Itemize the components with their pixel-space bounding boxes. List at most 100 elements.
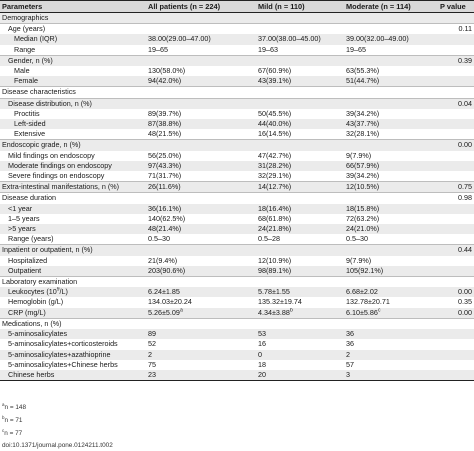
p-value-cell [438,224,474,235]
moderate-cell: 39(34.2%) [346,108,380,118]
parameter-cell: Moderate findings on endoscopy [0,160,146,172]
all-patients-cell: 52 [148,339,156,349]
all-patients-cell: 48(21.4%) [146,224,256,235]
p-value-cell: 0.39 [438,54,474,67]
table-row: Range (years) 0.5–30 0.5–28 0.5–30 [0,234,474,245]
mild-cell [256,139,344,151]
all-patients-cell [146,12,256,24]
table-row: <1 year 36(16.1%) 18(16.4%) 18(15.8%) [0,203,474,214]
parameter-cell: Male [14,66,30,76]
moderate-cell: 3 [344,369,438,382]
moderate-cell [344,54,438,67]
moderate-cell: 39(34.2%) [346,171,380,181]
p-value-cell [438,317,474,330]
moderate-cell: 43(37.7%) [344,119,438,130]
p-value-cell [438,66,474,76]
p-value-cell [438,160,474,172]
all-patients-cell: 56(25.0%) [148,150,182,160]
table-header-row: Parameters All patients (n = 224) Mild (… [0,0,474,13]
table-row: Leukocytes (109/L) 6.24±1.85 5.78±1.55 6.68… [0,287,474,298]
mild-cell: 18(16.4%) [256,203,344,214]
parameter-cell: Disease characteristics [0,86,146,99]
mild-cell: 14(12.7%) [256,181,344,193]
all-patients-cell: 140(62.5%) [148,213,186,223]
parameter-cell: >5 years [0,224,146,235]
mild-cell [256,54,344,67]
moderate-cell [344,317,438,330]
table-row: Endoscopic grade, n (%) 0.00 [0,139,474,151]
p-value-cell [438,329,474,340]
parameter-cell: Inpatient or outpatient, n (%) [0,244,146,256]
moderate-cell: 6.10±5.86c [344,307,438,319]
table-row: Gender, n (%) 0.39 [0,54,474,67]
all-patients-cell [146,192,256,204]
all-patients-cell: 71(31.7%) [148,171,182,181]
moderate-cell [344,192,438,204]
mild-cell [256,276,344,288]
mild-cell: 67(60.9%) [258,66,292,76]
mild-cell: 19–63 [258,44,278,54]
table-row: Demographics [0,12,474,24]
moderate-cell: 32(28.1%) [346,129,380,139]
p-value-cell [438,76,474,87]
mild-cell: 32(29.1%) [258,171,292,181]
all-patients-cell: 23 [146,369,256,382]
mild-cell: 47(42.7%) [258,150,292,160]
moderate-cell: 66(57.9%) [344,160,438,172]
header-all-patients: All patients (n = 224) [146,0,256,13]
p-value-cell: 0.00 [438,287,474,298]
all-patients-cell: 19–65 [148,44,168,54]
moderate-cell: 6.68±2.02 [344,287,438,298]
moderate-cell: 63(55.3%) [346,66,380,76]
p-value-cell [438,86,474,99]
parameter-cell: Leukocytes (109/L) [0,287,146,298]
table-row: Extensive 48(21.5%) 16(14.5%) 32(28.1%) [0,129,474,140]
parameter-cell: Mild findings on endoscopy [8,150,95,160]
all-patients-cell: 38.00(29.00–47.00) [146,34,256,45]
mild-cell: 37.00(38.00–45.00) [256,34,344,45]
parameter-cell: Hospitalized [8,255,48,265]
all-patients-cell: 203(90.6%) [146,265,256,277]
moderate-cell [344,12,438,24]
moderate-cell: 0.5–30 [346,234,368,244]
table-row: Inpatient or outpatient, n (%) 0.44 [0,244,474,256]
all-patients-cell: 2 [146,349,256,360]
all-patients-cell: 26(11.6%) [146,181,256,193]
p-value-cell [438,129,474,140]
moderate-cell: 9(7.9%) [346,150,372,160]
parameter-cell: Endoscopic grade, n (%) [0,139,146,151]
mild-cell: 0 [256,349,344,360]
p-value-cell: 0.75 [438,181,474,193]
mild-cell: 16 [258,339,266,349]
p-value-cell: 0.35 [458,297,472,307]
parameter-cell: Outpatient [0,265,146,277]
table-row: Severe findings on endoscopy 71(31.7%) 32(… [0,171,474,182]
mild-cell: 50(45.5%) [258,108,292,118]
mild-cell: 4.34±3.88b [256,307,344,319]
mild-cell [256,244,344,256]
moderate-cell: 9(7.9%) [346,255,372,265]
table-row: Disease duration 0.98 [0,192,474,204]
table-row: Male 130(58.0%) 67(60.9%) 63(55.3%) [0,66,474,76]
mild-cell: 12(10.9%) [258,255,292,265]
mild-cell: 53 [256,329,344,340]
all-patients-cell: 89 [146,329,256,340]
parameter-cell: Chinese herbs [0,369,146,382]
table-row: Disease characteristics [0,86,474,99]
p-value-cell: 0.00 [438,139,474,151]
mild-cell [256,97,344,109]
mild-cell: 0.5–28 [258,234,280,244]
all-patients-cell: 134.03±20.24 [148,297,192,307]
table-row: CRP (mg/L) 5.26±5.09a 4.34±3.88b 6.10±5.86c… [0,307,474,319]
mild-cell: 44(40.0%) [256,119,344,130]
parameter-cell: 5-aminosalicylates+azathioprine [0,349,146,360]
parameter-cell: Disease duration [0,192,146,204]
mild-cell [256,23,344,35]
parameter-cell: Demographics [0,12,146,24]
all-patients-cell [146,276,256,288]
table-row: 1–5 years 140(62.5%) 68(61.8%) 72(63.2%) [0,214,474,224]
p-value-cell: 0.44 [438,244,474,256]
all-patients-cell [146,23,256,35]
header-p-value: P value [438,0,474,13]
moderate-cell: 12(10.5%) [344,181,438,193]
